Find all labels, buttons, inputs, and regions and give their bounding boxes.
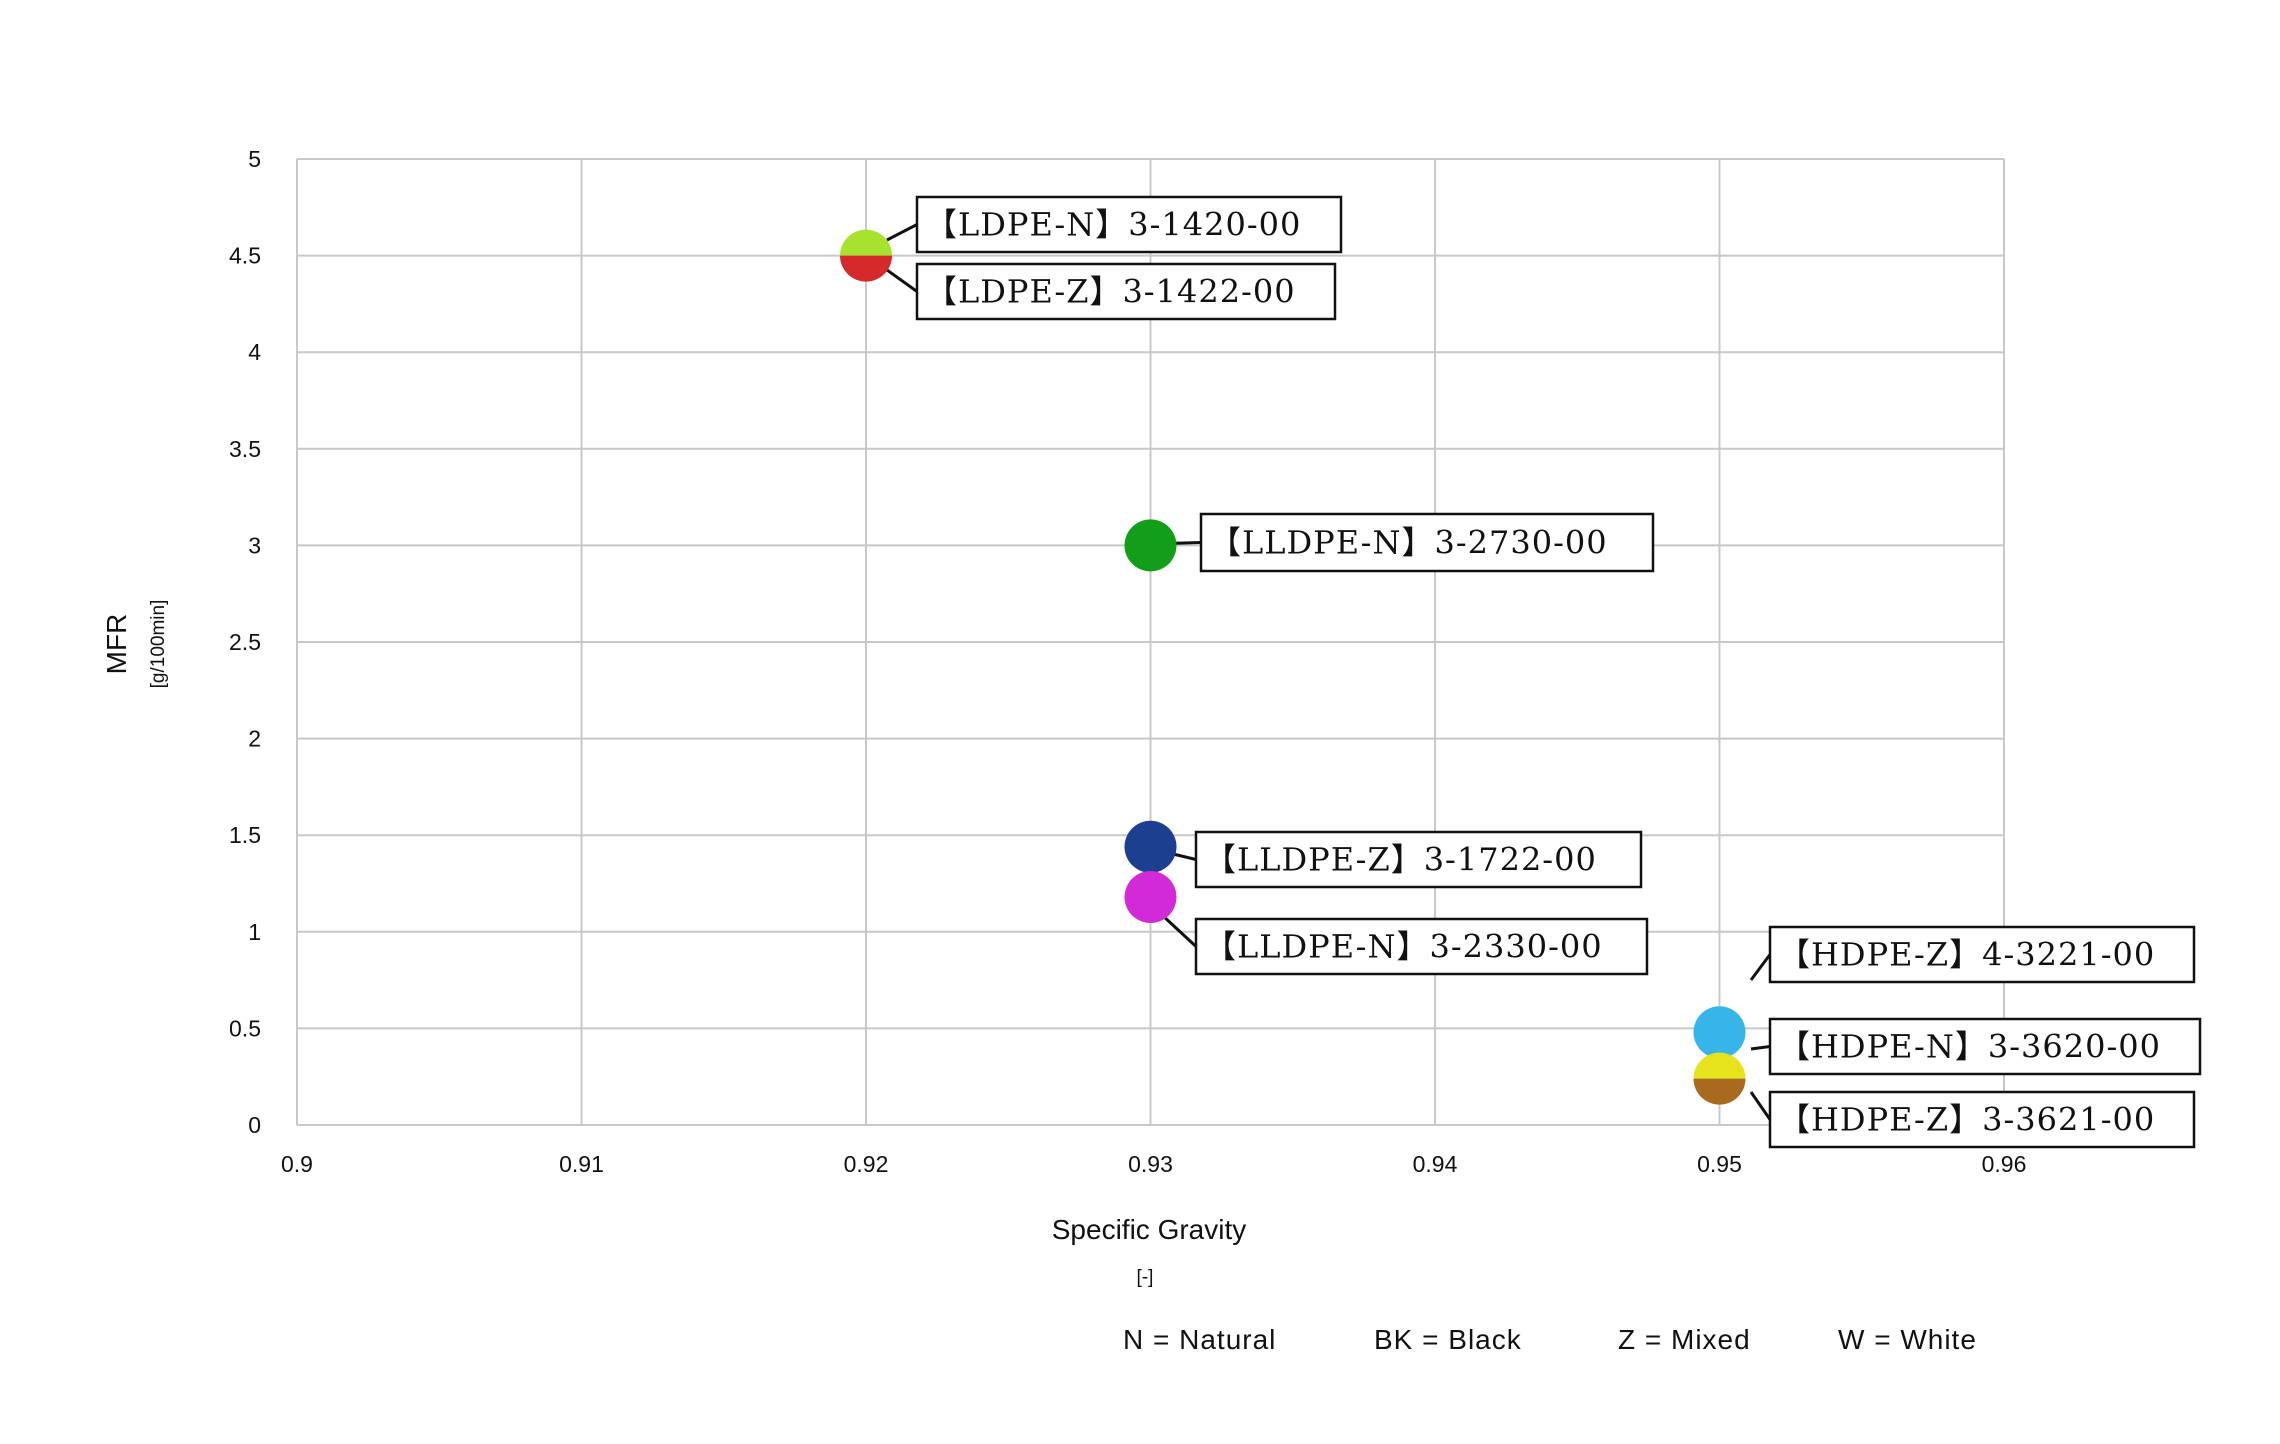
x-tick-label: 0.96 — [1982, 1151, 2027, 1177]
y-axis-title: MFR — [101, 614, 132, 675]
callout-box — [1199, 512, 1655, 573]
callout-connector — [886, 268, 918, 293]
data-point — [1124, 871, 1177, 924]
x-axis-unit: [-] — [1137, 1267, 1154, 1288]
callout-connector — [1750, 1045, 1771, 1051]
y-tick-label: 0 — [248, 1112, 261, 1138]
callout-connector — [1749, 1091, 1772, 1121]
callout-label: 【LLDPE-N】3-2330-00 — [1204, 928, 1603, 966]
legend-item: N = Natural — [1123, 1324, 1276, 1355]
callout-connector — [886, 223, 918, 242]
data-point-bottom-half — [1693, 1078, 1746, 1105]
callout-box — [915, 195, 1343, 254]
callout-label: 【HDPE-Z】4-3221-00 — [1778, 936, 2155, 974]
data-point — [1693, 1006, 1746, 1059]
y-tick-label: 5 — [248, 146, 261, 172]
callout-box — [1194, 830, 1643, 889]
callout-labels: 【LDPE-N】3-1420-00 【LDPE-Z】3-1422-00 【LLDPE… — [915, 195, 2202, 1149]
x-tick-label: 0.93 — [1128, 1151, 1173, 1177]
callout-box — [915, 262, 1337, 321]
callout-label: 【LLDPE-Z】3-1722-00 — [1204, 841, 1597, 879]
y-axis-unit: [g/100min] — [148, 600, 169, 689]
x-tick-label: 0.95 — [1697, 1151, 1742, 1177]
data-point-bottom-half — [840, 255, 892, 282]
data-point-top-half — [840, 229, 892, 256]
x-tick-label: 0.92 — [844, 1151, 889, 1177]
data-point — [1124, 820, 1177, 873]
y-tick-label: 4.5 — [229, 243, 261, 269]
callout-connector — [1749, 953, 1772, 981]
y-tick-label: 3 — [248, 532, 261, 558]
legend-item: BK = Black — [1374, 1324, 1522, 1355]
callout-connectors — [886, 223, 1772, 1121]
legend-item: Z = Mixed — [1618, 1324, 1751, 1355]
legend-item: W = White — [1838, 1324, 1977, 1355]
tick-labels: 0.9 0.91 0.92 0.93 0.94 0.95 0.96 0 0.5 1 1.5 2 2.5 3… — [229, 146, 2026, 1177]
y-tick-label: 4 — [248, 339, 261, 365]
y-tick-label: 1.5 — [229, 822, 261, 848]
callout-label: 【LDPE-Z】3-1422-00 — [925, 273, 1296, 311]
y-tick-label: 1 — [248, 919, 261, 945]
callout-label: 【LDPE-N】3-1420-00 — [925, 206, 1301, 244]
x-tick-label: 0.94 — [1413, 1151, 1458, 1177]
y-tick-label: 2.5 — [229, 629, 261, 655]
data-points — [840, 229, 1746, 1105]
callout-label: 【HDPE-N】3-3620-00 — [1778, 1028, 2161, 1066]
callout-box — [1768, 1090, 2196, 1149]
data-point-top-half — [1693, 1052, 1746, 1079]
y-tick-label: 2 — [248, 726, 261, 752]
callout-box — [1768, 925, 2196, 984]
callout-label: 【HDPE-Z】3-3621-00 — [1778, 1101, 2155, 1139]
legend: N = Natural BK = Black Z = Mixed W = White — [1123, 1324, 1977, 1355]
data-point — [1124, 519, 1177, 572]
x-axis-title: Specific Gravity — [1052, 1214, 1247, 1245]
callout-label: 【LLDPE-N】3-2730-00 — [1209, 524, 1608, 562]
x-tick-label: 0.9 — [281, 1151, 313, 1177]
y-tick-label: 0.5 — [229, 1015, 261, 1041]
callout-box — [1768, 1017, 2202, 1076]
x-tick-label: 0.91 — [559, 1151, 604, 1177]
y-tick-label: 3.5 — [229, 436, 261, 462]
callout-box — [1194, 917, 1649, 976]
